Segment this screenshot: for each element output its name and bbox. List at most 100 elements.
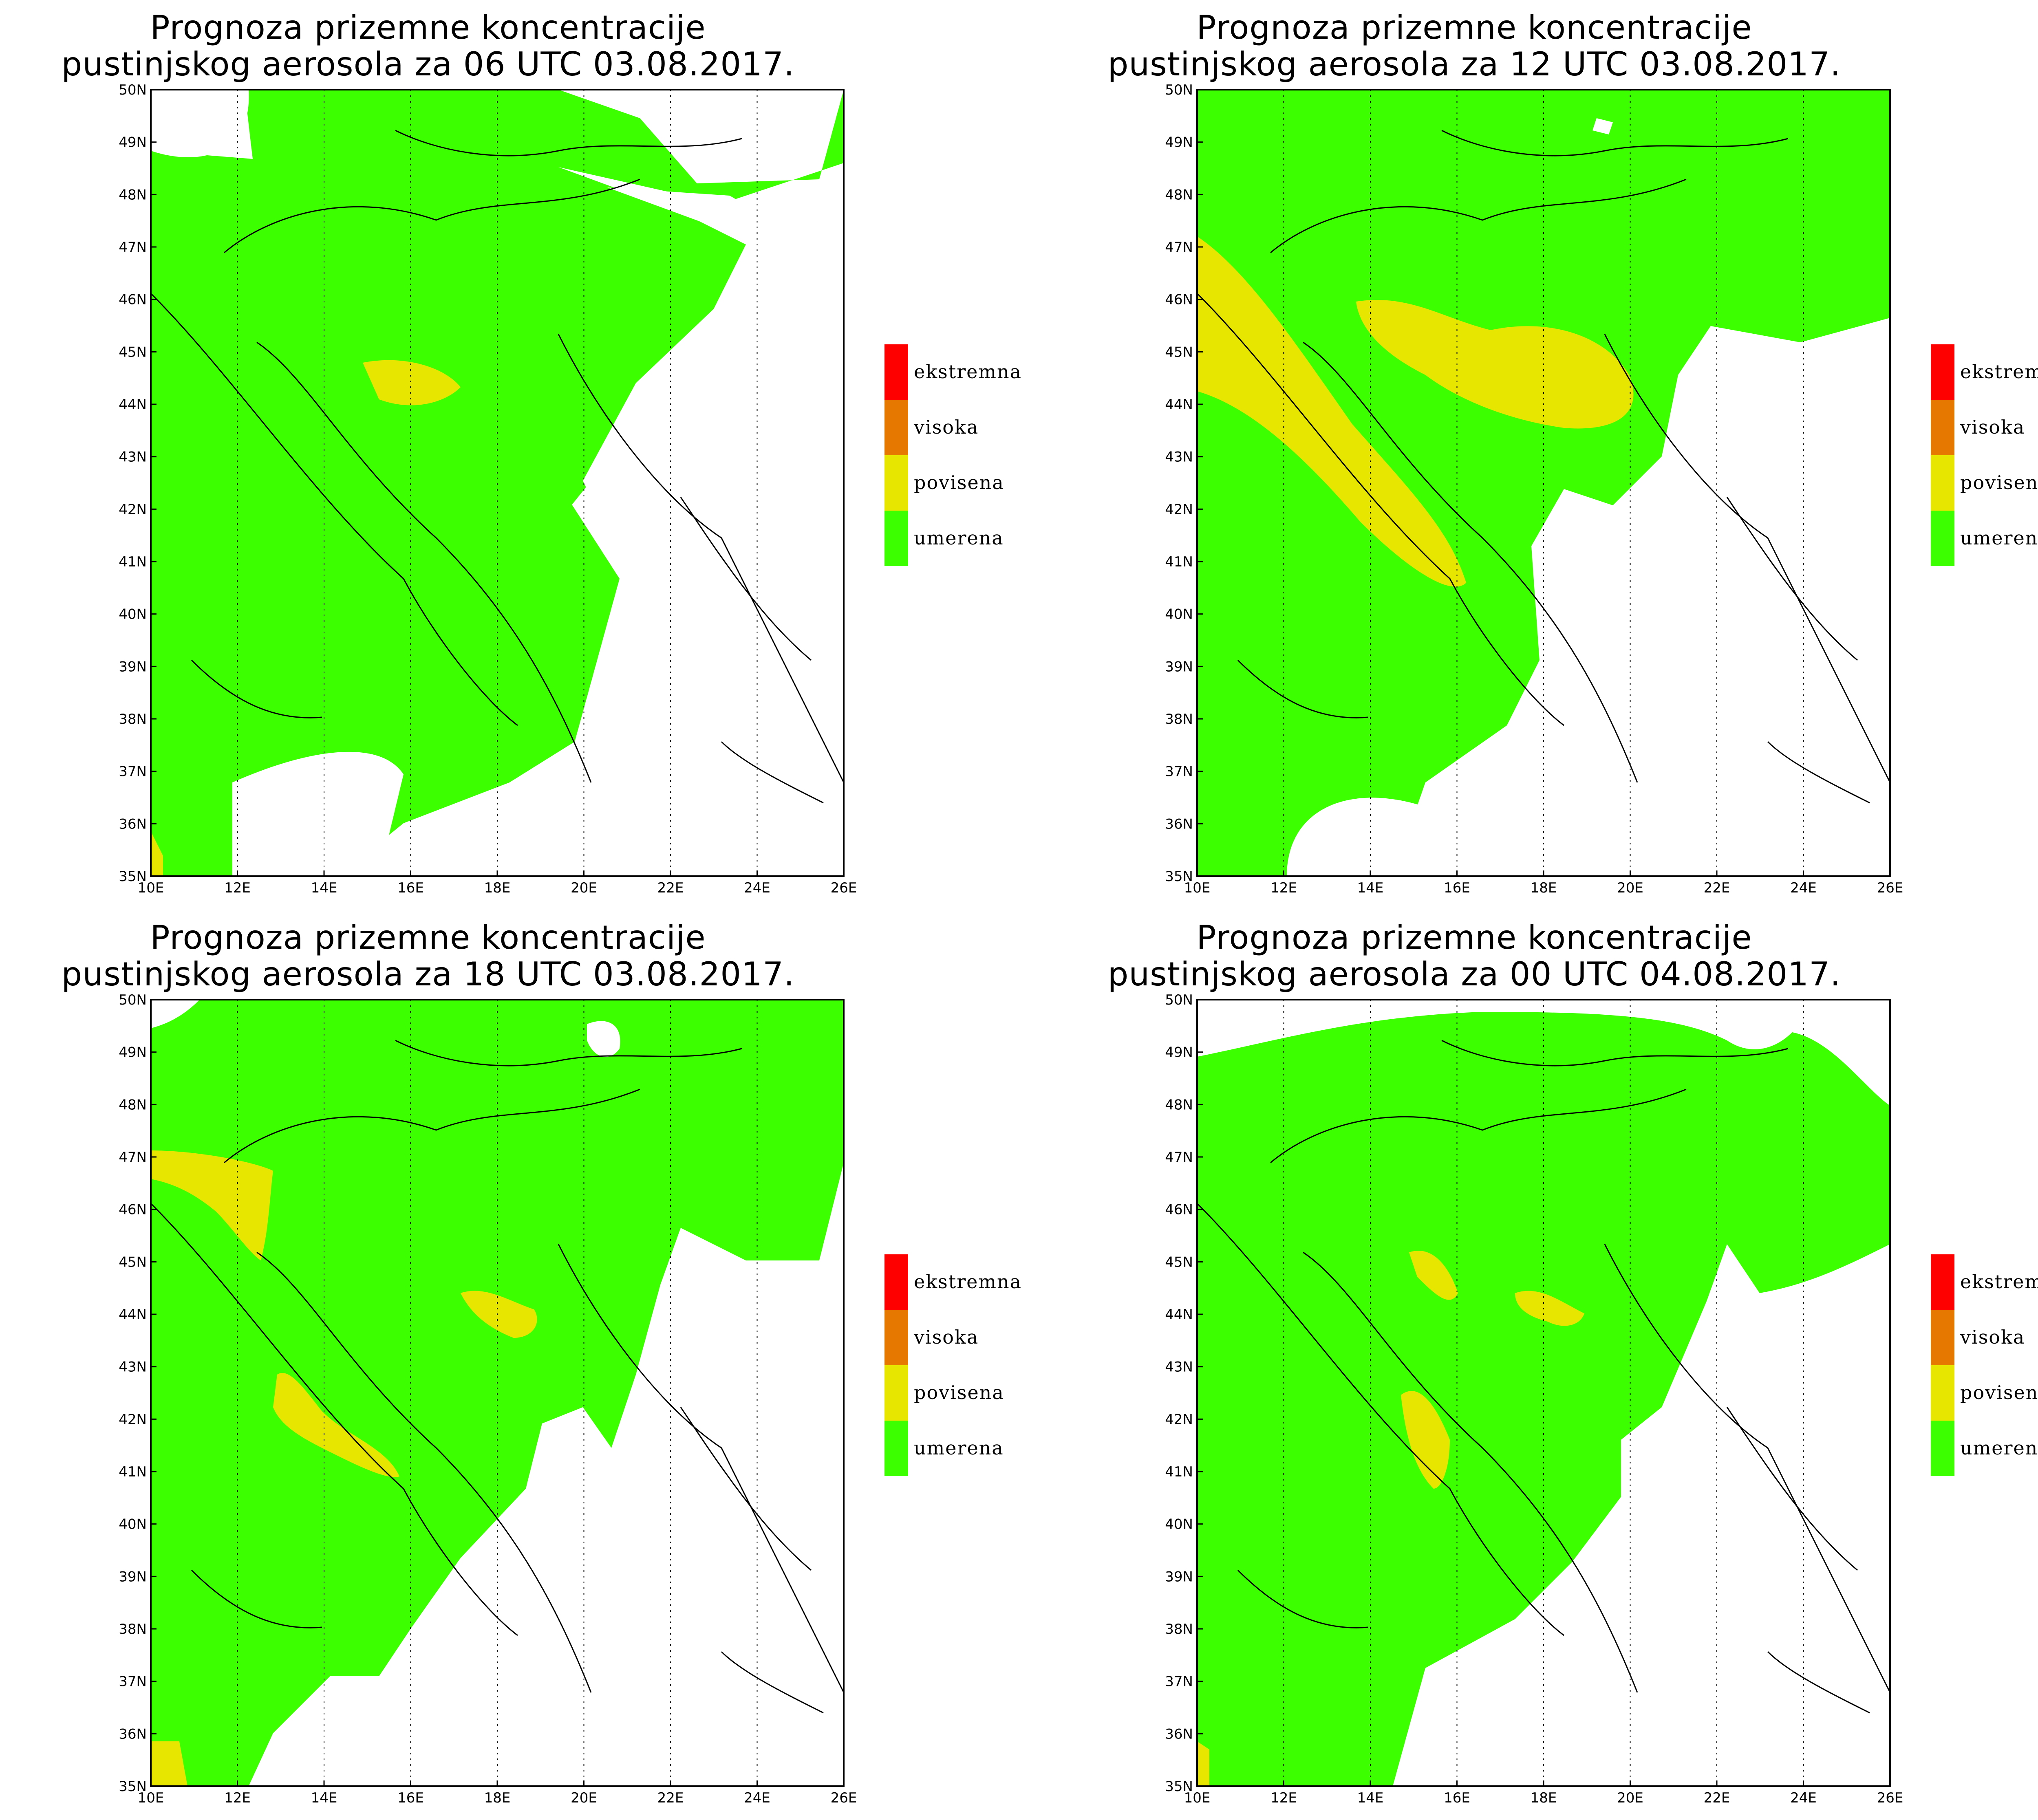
x-tick-label: 16E xyxy=(1444,880,1470,896)
y-tick-label: 38N xyxy=(1165,711,1193,727)
map-frame-group xyxy=(1196,999,1891,1787)
y-tick-labels: 50N 49N 48N 47N 46N 45N 44N 43N 42N 41N 40N 39N 38N 3… xyxy=(1165,82,1203,885)
y-tick-label: 40N xyxy=(119,1516,147,1533)
legend-swatch xyxy=(884,1254,908,1310)
y-tick-label: 41N xyxy=(119,554,147,570)
legend-label: povisena xyxy=(1960,1382,2038,1404)
legend-swatch xyxy=(1931,511,1954,566)
map-frame-group xyxy=(150,999,845,1787)
povisena-band xyxy=(1197,236,1466,587)
y-tick-label: 48N xyxy=(1165,187,1193,203)
y-tick-label: 42N xyxy=(119,1411,147,1428)
y-tick-label: 46N xyxy=(119,1202,147,1218)
panel-title-line1: Prognoza prizemne koncentracije xyxy=(150,919,706,956)
x-tick-label: 20E xyxy=(1617,1790,1643,1806)
povisena-north xyxy=(1409,1251,1458,1300)
y-tick-label: 40N xyxy=(1165,606,1193,623)
x-tick-label: 10E xyxy=(1184,1790,1211,1806)
forecast-map: 10E 12E 14E 16E 18E 20E 22E 24E 26E 50N 49N 48N 47N… xyxy=(1165,82,1903,896)
x-tick-labels: 10E 12E 14E 16E 18E 20E 22E 24E 26E xyxy=(1184,870,1903,896)
panel-title-line2: pustinjskog aerosola za 00 UTC 04.08.201… xyxy=(1107,955,1841,993)
y-tick-labels: 50N 49N 48N 47N 46N 45N 44N 43N 42N 41N 40N 39N 38N 3… xyxy=(119,82,157,885)
y-tick-label: 46N xyxy=(1165,1202,1193,1218)
x-tick-label: 10E xyxy=(1184,880,1211,896)
x-tick-label: 12E xyxy=(1270,880,1297,896)
y-tick-label: 47N xyxy=(1165,1149,1193,1166)
panel-title-line2: pustinjskog aerosola za 06 UTC 03.08.201… xyxy=(61,45,795,83)
x-tick-label: 22E xyxy=(657,1790,684,1806)
povisena-patch xyxy=(363,360,461,405)
x-tick-label: 18E xyxy=(1531,1790,1557,1806)
white-top-left xyxy=(151,1000,200,1028)
x-tick-label: 20E xyxy=(571,880,597,896)
y-tick-label: 43N xyxy=(1165,1359,1193,1375)
map-frame-group xyxy=(1196,89,1891,877)
y-tick-label: 43N xyxy=(119,1359,147,1375)
y-tick-label: 49N xyxy=(1165,1044,1193,1061)
x-tick-label: 24E xyxy=(1790,880,1817,896)
legend-swatch xyxy=(884,1310,908,1365)
y-tick-label: 36N xyxy=(1165,1726,1193,1742)
white-land-east xyxy=(1393,1244,1890,1786)
y-tick-label: 42N xyxy=(1165,1411,1193,1428)
y-tick-label: 45N xyxy=(119,344,147,360)
white-spot-top xyxy=(1592,118,1613,134)
y-tick-label: 48N xyxy=(1165,1097,1193,1113)
x-tick-label: 20E xyxy=(1617,880,1643,896)
legend-label: povisena xyxy=(914,472,1004,494)
y-tick-label: 35N xyxy=(119,868,147,885)
x-tick-label: 26E xyxy=(831,1790,857,1806)
legend-label: umerena xyxy=(1960,527,2038,549)
y-tick-label: 42N xyxy=(119,501,147,518)
white-top xyxy=(587,1021,620,1057)
legend-label: umerena xyxy=(914,527,1004,549)
y-tick-label: 38N xyxy=(1165,1621,1193,1637)
panel-title-line1: Prognoza prizemne koncentracije xyxy=(1196,919,1752,956)
x-tick-label: 16E xyxy=(397,1790,424,1806)
y-tick-label: 45N xyxy=(1165,1254,1193,1270)
y-tick-label: 47N xyxy=(119,239,147,256)
legend-label: ekstremna xyxy=(914,1271,1022,1293)
x-tick-label: 14E xyxy=(1357,880,1384,896)
povisena-top xyxy=(1197,240,1209,261)
map-panel-3: Prognoza prizemne koncentracije pustinjs… xyxy=(0,910,1046,1820)
legend-label: povisena xyxy=(1960,472,2038,494)
y-tick-label: 38N xyxy=(119,711,147,727)
y-tick-label: 50N xyxy=(119,992,147,1008)
y-tick-label: 36N xyxy=(1165,816,1193,832)
legend-label: umerena xyxy=(914,1437,1004,1459)
legend-swatch xyxy=(884,1421,908,1476)
white-top-left xyxy=(151,90,249,157)
y-tick-label: 50N xyxy=(119,82,147,98)
y-tick-label: 44N xyxy=(1165,397,1193,413)
y-tick-label: 50N xyxy=(1165,82,1193,98)
legend-label: umerena xyxy=(1960,1437,2038,1459)
legend-label: ekstremna xyxy=(1960,361,2038,383)
x-tick-label: 14E xyxy=(311,880,337,896)
x-tick-label: 26E xyxy=(831,880,857,896)
legend-swatch xyxy=(884,344,908,400)
y-tick-label: 44N xyxy=(1165,1307,1193,1323)
legend-label: visoka xyxy=(914,416,979,438)
y-tick-label: 42N xyxy=(1165,501,1193,518)
y-tick-label: 47N xyxy=(1165,239,1193,256)
povisena-italy xyxy=(1401,1391,1450,1489)
white-land-east xyxy=(249,1163,844,1786)
y-tick-label: 50N xyxy=(1165,992,1193,1008)
y-tick-label: 39N xyxy=(1165,659,1193,675)
x-tick-label: 24E xyxy=(1790,1790,1817,1806)
y-tick-label: 37N xyxy=(119,1674,147,1690)
x-tick-label: 14E xyxy=(311,1790,337,1806)
y-tick-label: 41N xyxy=(119,1464,147,1480)
y-tick-label: 48N xyxy=(119,1097,147,1113)
legend-swatch xyxy=(1931,1365,1954,1421)
y-tick-label: 39N xyxy=(119,1569,147,1585)
legend-swatch xyxy=(1931,1421,1954,1476)
legend-swatch xyxy=(1931,1254,1954,1310)
y-tick-label: 44N xyxy=(119,397,147,413)
y-tick-label: 35N xyxy=(1165,868,1193,885)
y-tick-label: 39N xyxy=(1165,1569,1193,1585)
legend-label: ekstremna xyxy=(914,361,1022,383)
x-tick-label: 12E xyxy=(224,880,251,896)
x-tick-label: 26E xyxy=(1877,1790,1903,1806)
